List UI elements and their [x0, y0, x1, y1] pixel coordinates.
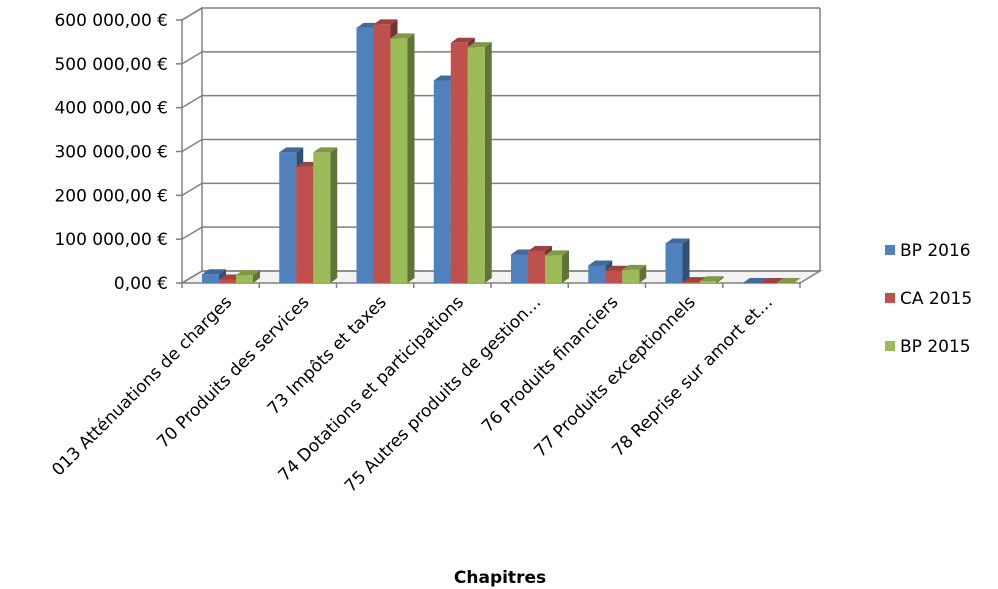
gridline [181, 182, 820, 196]
legend-label: CA 2015 [900, 289, 972, 309]
bar [776, 278, 801, 284]
bar [759, 278, 784, 284]
legend-label: BP 2016 [900, 241, 971, 261]
legend-label: BP 2015 [900, 337, 971, 357]
y-tick-label: 500 000,00 € [54, 55, 168, 75]
x-axis-title: Chapitres [454, 568, 546, 588]
bar [313, 147, 338, 283]
gridline [181, 138, 820, 153]
legend-swatch [885, 245, 895, 255]
bar [622, 264, 647, 283]
y-tick-label: 0,00 € [114, 274, 168, 294]
x-category-label: 76 Produits financiers [478, 292, 623, 437]
gridline [181, 7, 820, 21]
bar [665, 238, 690, 283]
y-tick-label: 600 000,00 € [54, 11, 168, 31]
bar [467, 42, 492, 283]
legend: BP 2016 CA 2015 BP 2015 [885, 241, 972, 357]
x-category-label: 70 Produits des services [153, 292, 313, 452]
y-tick-label: 300 000,00 € [54, 143, 168, 163]
y-tick-label: 200 000,00 € [54, 186, 168, 206]
bar [236, 270, 260, 283]
y-tick-label: 400 000,00 € [54, 99, 168, 119]
bar [742, 278, 767, 284]
bar [699, 276, 724, 283]
gridline [181, 226, 820, 240]
floor [179, 270, 823, 284]
gridline [181, 94, 820, 109]
bars [202, 19, 801, 284]
bar [545, 250, 569, 283]
bar [390, 33, 415, 283]
chart-walls [179, 6, 823, 285]
x-category-label: 78 Reprise sur amort et… [608, 292, 777, 461]
legend-swatch [885, 293, 895, 303]
gridline [181, 51, 820, 65]
legend-swatch [885, 341, 895, 351]
x-category-label: 77 Produits exceptionnels [531, 292, 700, 461]
y-tick-labels: 0,00 € 100 000,00 € 200 000,00 € 300 000,00… [54, 11, 168, 294]
y-tick-label: 100 000,00 € [54, 230, 168, 250]
